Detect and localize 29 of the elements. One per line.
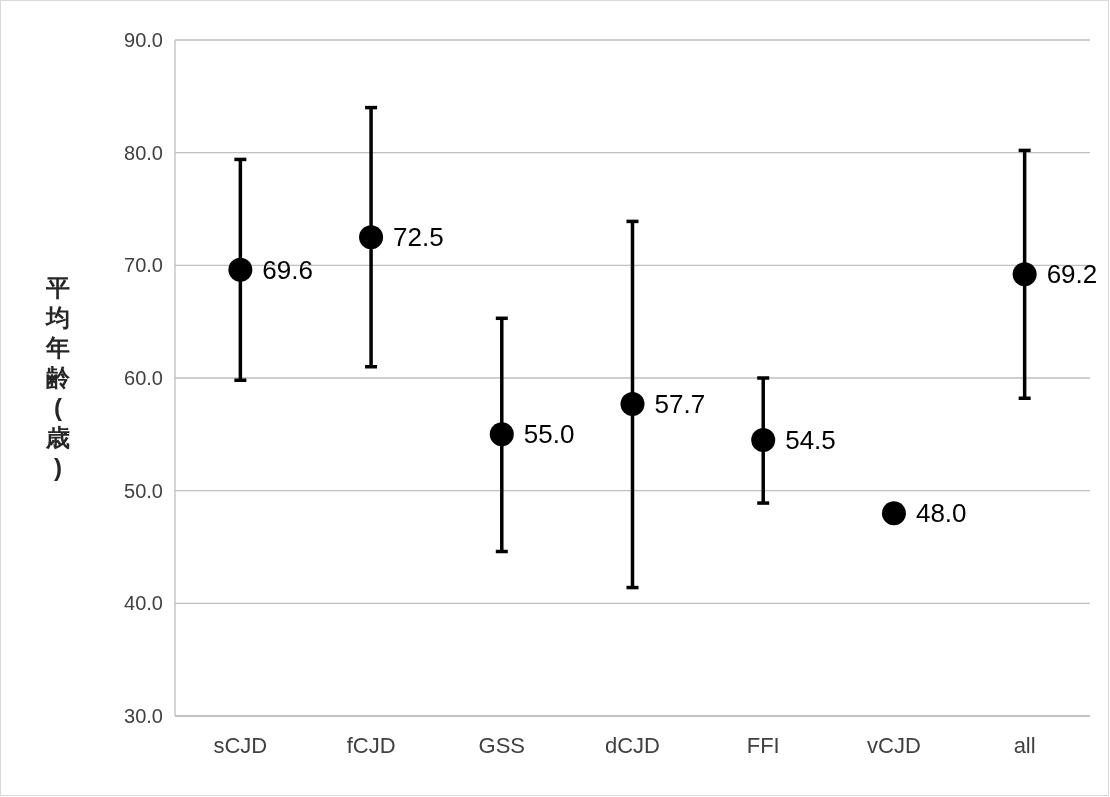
- data-label: 69.6: [262, 254, 313, 285]
- data-label: 54.5: [785, 424, 836, 455]
- point: [751, 427, 776, 452]
- point: [228, 257, 253, 282]
- x-tick-label: GSS: [478, 733, 526, 758]
- point: [620, 391, 645, 416]
- data-label: 57.7: [654, 388, 706, 419]
- x-tick-label: dCJD: [604, 733, 661, 758]
- point: [1012, 262, 1037, 287]
- y-tick-label: 30.0: [124, 705, 163, 727]
- data-label: 69.2: [1046, 259, 1098, 290]
- point: [489, 422, 514, 447]
- y-tick-label: 40.0: [124, 592, 163, 615]
- data-label: 55.0: [523, 419, 575, 450]
- data-label: 72.5: [393, 222, 444, 253]
- x-tick-label: fCJD: [346, 733, 396, 758]
- x-tick-label: vCJD: [867, 733, 921, 758]
- x-tick-label: all: [1013, 733, 1036, 758]
- y-tick-label: 80.0: [124, 141, 163, 164]
- y-tick-label: 50.0: [124, 479, 163, 502]
- y-tick-label: 70.0: [124, 254, 163, 277]
- point: [359, 225, 384, 250]
- x-tick-label: FFI: [746, 733, 780, 758]
- y-tick-label: 90.0: [124, 29, 163, 51]
- x-tick-label: sCJD: [213, 733, 268, 758]
- y-tick-label: 60.0: [124, 367, 163, 389]
- point: [881, 501, 906, 526]
- y-axis-title: 平均年齢(歳): [44, 274, 71, 481]
- data-label: 48.0: [915, 498, 967, 529]
